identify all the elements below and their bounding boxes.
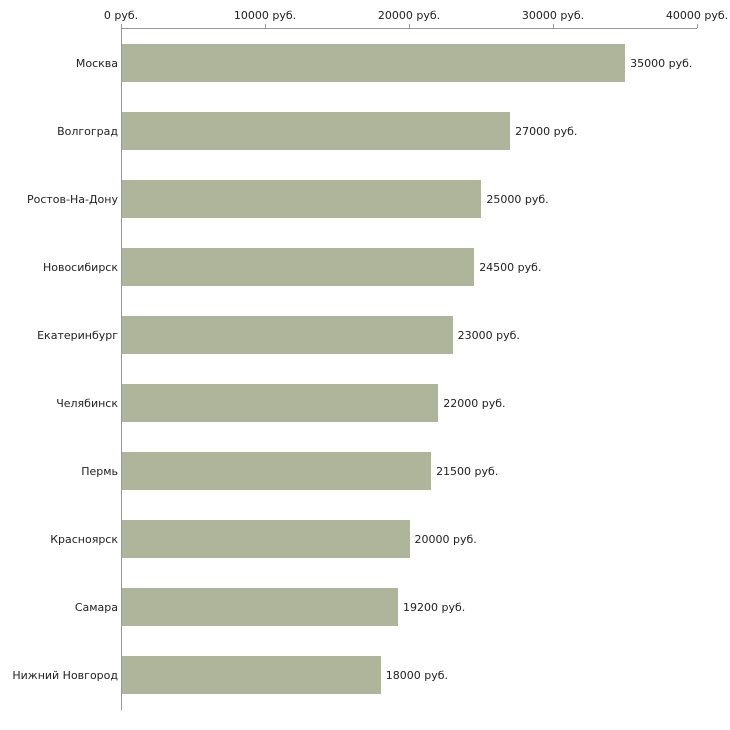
x-axis: 0 руб. 10000 руб. 20000 руб. 30000 руб. 4000… [104, 0, 728, 28]
bar-row: Новосибирск 24500 руб. [43, 233, 697, 301]
bar-row: Москва 35000 руб. [76, 29, 697, 97]
category-label: Ростов-На-Дону [26, 192, 118, 206]
x-tick-mark [121, 24, 122, 28]
category-label: Челябинск [56, 396, 118, 410]
value-label: 25000 руб. [486, 192, 549, 206]
category-label: Новосибирск [42, 260, 118, 274]
plot-area: Москва 35000 руб. Волгоград 27000 руб. Росто… [12, 28, 697, 710]
value-label: 19200 руб. [403, 600, 466, 614]
bar [122, 452, 432, 490]
x-tick-mark [409, 24, 410, 28]
bar-row: Челябинск 22000 руб. [56, 369, 697, 437]
category-label: Нижний Новгород [12, 668, 118, 682]
bar-row: Красноярск 20000 руб. [50, 505, 697, 573]
bar [122, 384, 439, 422]
bar-row: Ростов-На-Дону 25000 руб. [27, 165, 697, 233]
bar [122, 248, 475, 286]
x-tick-label: 10000 руб. [233, 9, 297, 22]
category-label: Пермь [81, 464, 118, 478]
bar [122, 316, 453, 354]
category-label: Самара [74, 600, 118, 614]
value-label: 21500 руб. [436, 464, 499, 478]
category-label: Екатеринбург [37, 328, 118, 342]
x-tick-label: 40000 руб. [665, 9, 729, 22]
x-tick-mark [697, 24, 698, 28]
bar [122, 588, 398, 626]
bar-row: Пермь 21500 руб. [81, 437, 697, 505]
x-tick-mark [553, 24, 554, 28]
bar [122, 44, 626, 82]
value-label: 22000 руб. [443, 396, 506, 410]
category-label: Москва [75, 56, 118, 70]
x-tick-mark [265, 24, 266, 28]
value-label: 18000 руб. [385, 668, 449, 682]
value-label: 24500 руб. [479, 260, 542, 274]
value-label: 27000 руб. [515, 124, 578, 138]
value-label: 35000 руб. [630, 56, 693, 70]
bar [122, 112, 511, 150]
x-tick-label: 20000 руб. [377, 9, 441, 22]
bar [122, 656, 381, 694]
bar-row: Екатеринбург 23000 руб. [37, 301, 697, 369]
bar [122, 180, 482, 218]
bar-row: Волгоград 27000 руб. [57, 97, 697, 165]
bar [122, 520, 410, 558]
bar-row: Самара 19200 руб. [75, 573, 697, 641]
value-label: 23000 руб. [457, 328, 520, 342]
x-tick-label: 0 руб. [103, 9, 139, 22]
bar-row: Нижний Новгород 18000 руб. [12, 641, 697, 709]
category-label: Волгоград [57, 124, 118, 138]
value-label: 20000 руб. [414, 532, 477, 546]
x-tick-label: 30000 руб. [521, 9, 585, 22]
category-label: Красноярск [50, 532, 118, 546]
